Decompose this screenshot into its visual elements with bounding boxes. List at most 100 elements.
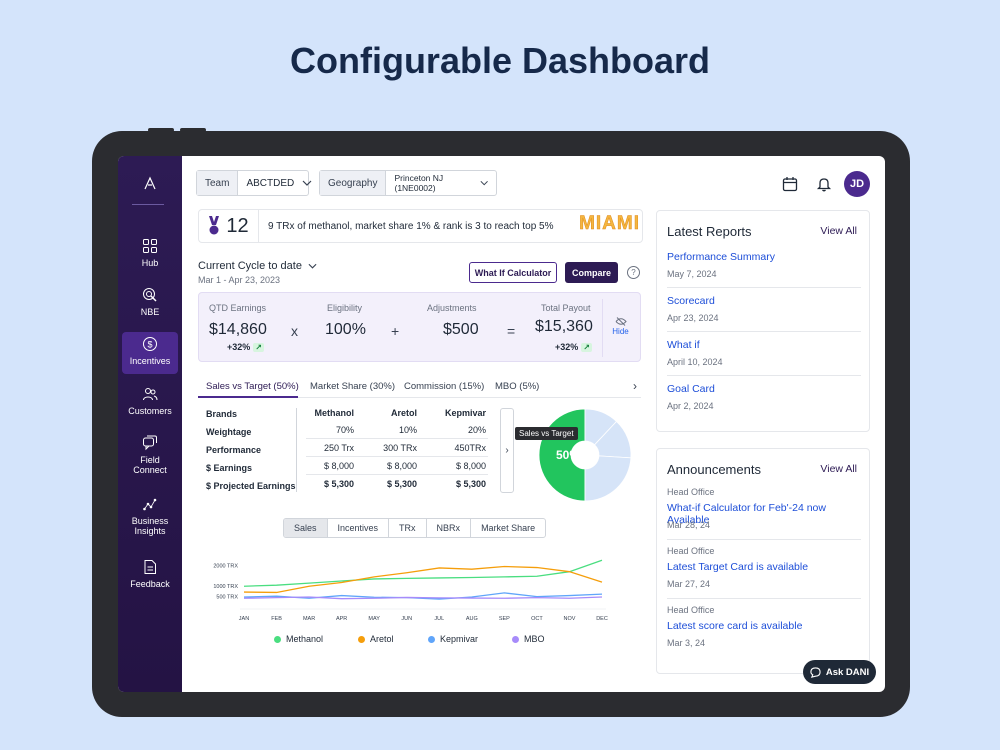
banner-message: 9 TRx of methanol, market share 1% & ran… [268, 220, 554, 232]
sidebar: Hub NBE $ Incentives Customers Field Con… [118, 156, 182, 692]
chat-icon [143, 435, 157, 451]
table-scroll-right[interactable]: › [500, 408, 514, 493]
times-operator: x [291, 323, 298, 339]
legend-swatch [512, 635, 519, 643]
ask-dani-button[interactable]: Ask DANI [803, 660, 876, 684]
cycle-title: Current Cycle to date [198, 260, 302, 272]
row-label-brands: Brands [206, 409, 238, 419]
sidebar-item-label: Business Insights [131, 516, 169, 536]
compare-button[interactable]: Compare [565, 262, 618, 283]
sidebar-item-customers[interactable]: Customers [122, 386, 178, 422]
report-link[interactable]: Performance Summary [667, 251, 775, 263]
legend-aretol: Aretol [358, 634, 394, 644]
sidebar-item-feedback[interactable]: Feedback [122, 559, 178, 595]
report-date: April 10, 2024 [667, 357, 723, 367]
sidebar-item-label: NBE [140, 307, 160, 317]
plus-operator: + [391, 323, 400, 339]
sidebar-divider [132, 204, 164, 205]
announcements-view-all-link[interactable]: View All [820, 463, 857, 475]
sidebar-item-nbe[interactable]: NBE [122, 287, 178, 323]
announcement-source: Head Office [667, 546, 715, 556]
row-label-projected-earnings: $ Projected Earnings [206, 481, 296, 491]
legend-label: MBO [524, 634, 545, 644]
table-cell: $ 8,000 [386, 461, 417, 471]
announcement-link[interactable]: Latest score card is available [667, 620, 803, 632]
rank-value: 12 [226, 214, 249, 237]
tab-commission[interactable]: Commission (15%) [404, 381, 485, 392]
sidebar-item-label: Feedback [130, 579, 170, 589]
report-divider [667, 331, 861, 332]
chevron-down-icon [302, 180, 312, 186]
report-link[interactable]: Goal Card [667, 383, 715, 395]
legend-label: Aretol [370, 634, 394, 644]
announcements-title: Announcements [667, 462, 761, 477]
chart-tab-incentives[interactable]: Incentives [328, 519, 390, 537]
table-cell: $ 8,000 [323, 461, 354, 471]
geography-selector[interactable]: Geography Princeton NJ (1NE0002) [319, 170, 497, 196]
chevron-right-icon[interactable]: › [633, 379, 637, 393]
avatar[interactable]: JD [844, 171, 870, 197]
latest-reports-title: Latest Reports [667, 224, 752, 239]
sales-vs-target-donut: 50% [538, 408, 632, 502]
sidebar-item-label: Field Connect [133, 455, 167, 475]
what-if-calculator-button[interactable]: What If Calculator [469, 262, 557, 283]
legend-swatch [358, 635, 365, 643]
bell-icon[interactable] [816, 176, 832, 192]
chart-tab-trx[interactable]: TRx [389, 519, 427, 537]
hide-toggle[interactable]: Hide [602, 299, 638, 357]
sidebar-item-label: Customers [128, 406, 172, 416]
announcement-divider [667, 598, 861, 599]
team-selector[interactable]: Team ABCTDED [196, 170, 312, 196]
report-divider [667, 375, 861, 376]
report-date: May 7, 2024 [667, 269, 717, 279]
sidebar-item-hub[interactable]: Hub [122, 238, 178, 274]
ask-dani-label: Ask DANI [825, 666, 870, 678]
main-content: Team ABCTDED Geography Princeton NJ (1NE… [182, 156, 885, 692]
qtd-earnings-delta: +32% ↗ [227, 342, 264, 352]
sidebar-item-business-insights[interactable]: Business Insights [122, 496, 178, 540]
total-payout-value: $15,360 [535, 318, 593, 335]
tab-market-share[interactable]: Market Share (30%) [310, 381, 396, 392]
table-cell: 20% [467, 425, 486, 435]
report-link[interactable]: Scorecard [667, 295, 715, 307]
chart-tab-sales[interactable]: Sales [284, 519, 328, 537]
table-cell: $ 5,300 [455, 479, 486, 489]
table-cell: 70% [335, 425, 354, 435]
row-label-weightage: Weightage [206, 427, 252, 437]
chart-tab-market-share[interactable]: Market Share [481, 523, 536, 533]
tab-sales-vs-target[interactable]: Sales vs Target (50%) [206, 381, 299, 392]
x-tick-label: APR [336, 616, 347, 622]
scatter-icon [143, 498, 157, 511]
announcement-link[interactable]: Latest Target Card is available [667, 561, 809, 573]
sidebar-item-field-connect[interactable]: Field Connect [122, 435, 178, 479]
logo-icon[interactable] [118, 174, 182, 195]
chat-bubble-icon [810, 666, 821, 678]
announcement-link[interactable]: What-if Calculator for Feb'-24 now Avail… [667, 502, 826, 526]
y-tick-label: 1000 TRX [213, 584, 238, 590]
rank-banner: 12 9 TRx of methanol, market share 1% & … [198, 209, 643, 243]
announcement-source: Head Office [667, 605, 715, 615]
help-icon[interactable]: ? [627, 266, 640, 279]
series-line-mbo [243, 596, 603, 600]
report-link[interactable]: What if [667, 339, 700, 351]
announcement-date: Mar 3, 24 [667, 638, 706, 648]
reports-view-all-link[interactable]: View All [820, 225, 857, 237]
sidebar-item-incentives[interactable]: $ Incentives [122, 332, 178, 374]
calendar-icon[interactable] [782, 176, 798, 192]
rank-box: 12 [199, 210, 259, 242]
chart-tab-nbrx[interactable]: NBRx [427, 519, 472, 537]
qtd-earnings-label: QTD Earnings [209, 303, 267, 313]
cycle-range: Mar 1 - Apr 23, 2023 [198, 275, 281, 285]
x-tick-label: FEB [271, 616, 282, 622]
tab-mbo[interactable]: MBO (5%) [495, 381, 540, 392]
row-label-performance: Performance [206, 445, 262, 455]
series-line-methanol [243, 559, 603, 587]
cycle-selector[interactable]: Current Cycle to date [198, 260, 317, 272]
geography-label: Geography [320, 171, 387, 195]
hide-label: Hide [612, 327, 629, 336]
chevron-down-icon [480, 180, 488, 186]
eligibility-value: 100% [325, 321, 366, 338]
sidebar-item-label: Hub [141, 258, 159, 268]
announcement-divider [667, 539, 861, 540]
x-tick-label: JAN [239, 616, 249, 622]
